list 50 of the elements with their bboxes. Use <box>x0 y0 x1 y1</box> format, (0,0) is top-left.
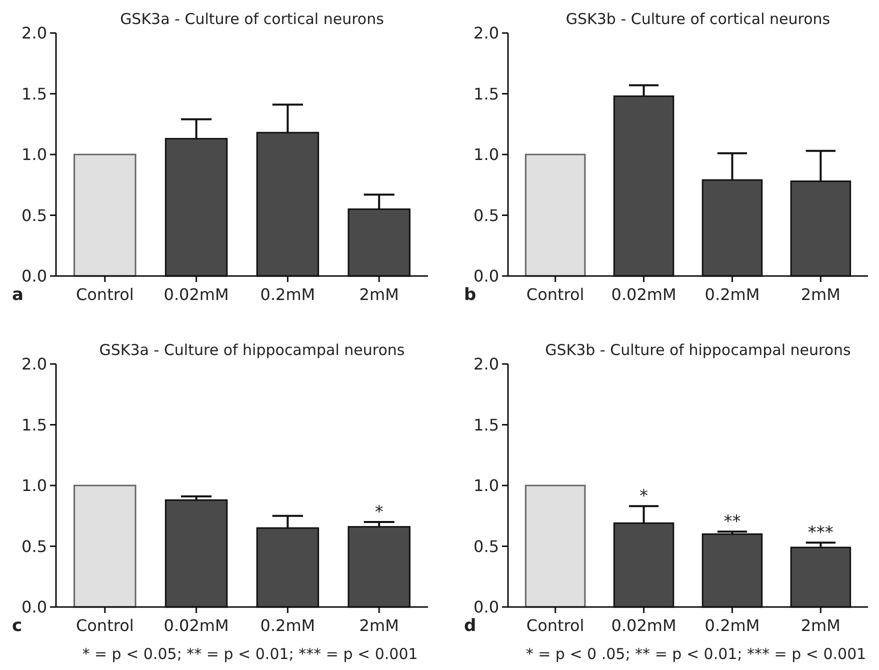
x-tick-label: 0.2mM <box>704 285 760 304</box>
text: c <box>12 616 22 636</box>
text: b <box>464 285 476 305</box>
x-tick-label: 0.2mM <box>260 616 316 635</box>
x-tick-label: Control <box>526 616 584 635</box>
y-tick-label: 2.0 <box>22 24 47 43</box>
annotation: * <box>374 502 384 522</box>
y-tick-label: 1.5 <box>22 415 47 434</box>
y-tick-label: 1.5 <box>22 84 47 104</box>
text: * = p < 0.05; ** = p < 0.01; *** = p < 0.001 <box>82 645 418 663</box>
chart-title: GSK3a - Culture of hippocampal neurons <box>99 341 405 359</box>
y-tick-label: 1.0 <box>22 145 47 164</box>
y-tick-label: 0.5 <box>22 206 47 225</box>
y-tick-label: 1.5 <box>474 415 499 434</box>
text: d <box>464 616 476 636</box>
y-tick-label: 0.5 <box>474 206 499 225</box>
y-tick-label: 2.0 <box>22 354 47 374</box>
x-tick-label: 2mM <box>359 285 399 304</box>
y-tick-label: 0.5 <box>22 536 47 556</box>
x-tick-label: 0.2mM <box>260 285 316 304</box>
x-tick-label: Control <box>76 285 134 304</box>
chart-title: GSK3b - Culture of hippocampal neurons <box>545 341 852 359</box>
x-tick-label: 0.02mM <box>164 616 229 635</box>
chart-title: GSK3b - Culture of cortical neurons <box>566 10 830 28</box>
y-tick-label: 0.0 <box>474 598 499 617</box>
x-tick-label: 0.02mM <box>611 616 676 635</box>
y-tick-label: 0.0 <box>22 266 47 286</box>
x-tick-label: Control <box>76 616 134 635</box>
annotation: ** <box>724 512 741 532</box>
y-tick-label: 2.0 <box>474 24 499 43</box>
x-tick-label: 0.02mM <box>164 285 229 304</box>
y-tick-label: 1.0 <box>474 145 499 164</box>
y-tick-label: 1.5 <box>474 84 499 104</box>
text: a <box>12 285 24 305</box>
chart-title: GSK3a - Culture of cortical neurons <box>120 10 384 28</box>
x-tick-label: 0.02mM <box>611 285 676 304</box>
annotation: *** <box>808 523 834 544</box>
y-tick-label: 0.0 <box>474 266 499 286</box>
x-tick-label: Control <box>526 285 584 304</box>
text: * = p < 0 .05; ** = p < 0.01; *** = p < 0.001 <box>526 645 866 663</box>
y-tick-label: 0.5 <box>474 536 499 556</box>
y-tick-label: 2.0 <box>474 354 499 374</box>
x-tick-label: 2mM <box>800 285 840 304</box>
annotation: * <box>640 486 648 507</box>
x-tick-label: 0.2mM <box>704 616 760 635</box>
y-tick-label: 0.0 <box>22 598 47 617</box>
y-tick-label: 1.0 <box>22 476 47 496</box>
x-tick-label: 2mM <box>359 616 399 635</box>
x-tick-label: 2mM <box>800 616 840 635</box>
y-tick-label: 1.0 <box>474 476 499 496</box>
